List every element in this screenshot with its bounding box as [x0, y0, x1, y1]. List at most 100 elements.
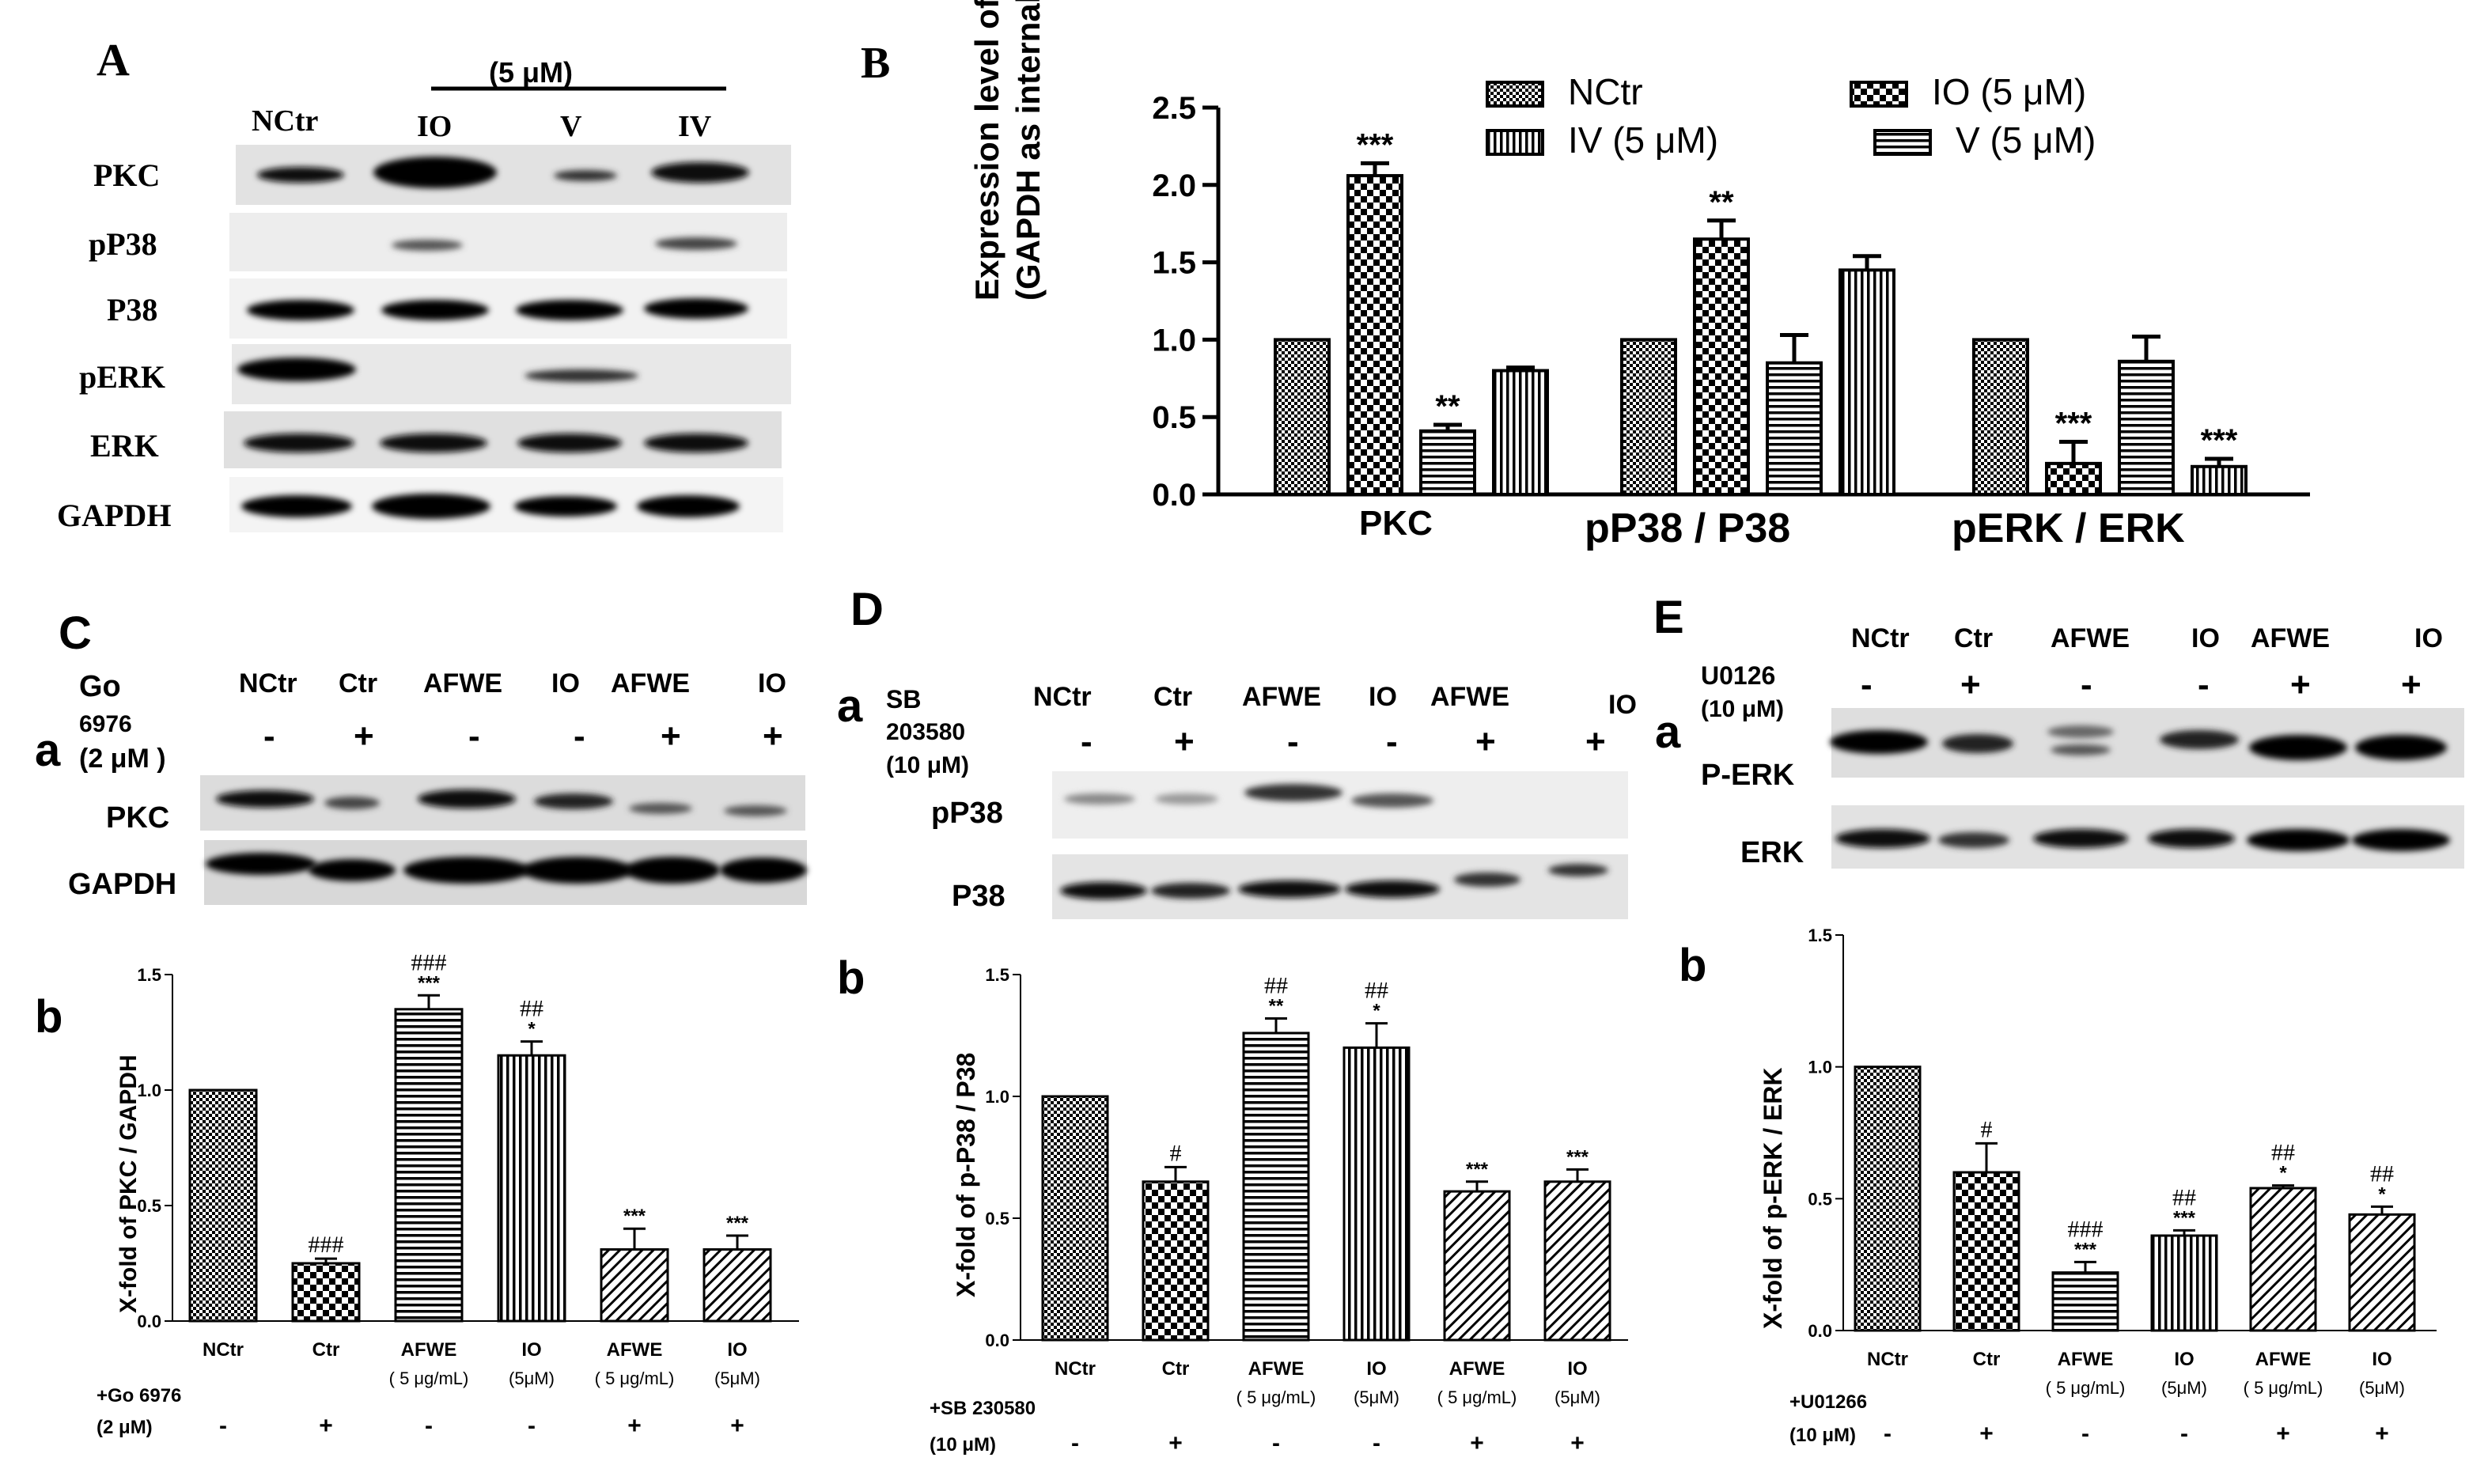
- star-mark: *: [2378, 1183, 2386, 1205]
- bar: [188, 1088, 258, 1323]
- treatment-sign: +: [2401, 665, 2422, 704]
- bar: [600, 1247, 669, 1323]
- blot-strip-erk: [1831, 805, 2464, 869]
- x-category-label: NCtr: [1055, 1358, 1096, 1380]
- bar: [1854, 1066, 1922, 1332]
- hash-mark: ###: [2068, 1216, 2104, 1242]
- blot-strip-pp38: [1052, 771, 1628, 839]
- panel-b-letter: B: [861, 39, 890, 88]
- treatment-sign: +: [763, 717, 783, 755]
- x-category-label: (5μM): [2161, 1378, 2207, 1398]
- blot-strip-pkc: [200, 775, 805, 831]
- row-label-p38: P38: [952, 880, 1005, 913]
- inhibitor-name-2: 203580: [886, 719, 965, 745]
- star-mark: ***: [1566, 1146, 1589, 1168]
- inhibitor-name: U0126: [1701, 661, 1775, 690]
- bar: [702, 1247, 772, 1323]
- panel-c-letter: C: [59, 608, 92, 659]
- bar-io: [2045, 461, 2102, 497]
- x-category-label: ( 5 μg/mL): [389, 1369, 469, 1388]
- inhibitor-name: SB: [886, 685, 921, 714]
- y-tick-label: 1.0: [1152, 323, 1196, 358]
- y-tick-label: 0.5: [1808, 1189, 1832, 1209]
- blot-strip-gapdh: [229, 477, 783, 532]
- panel-a-dose: (5 μM): [489, 56, 573, 89]
- x-category-label: AFWE: [607, 1339, 663, 1361]
- bar-v: [2118, 359, 2175, 496]
- treatment-sign: -: [263, 717, 275, 755]
- x-category-label: Ctr: [1162, 1358, 1190, 1380]
- panel-e-sub-b: b: [1679, 940, 1706, 991]
- x-category-label: ( 5 μg/mL): [2046, 1378, 2126, 1398]
- lane-label: IO: [1369, 682, 1397, 712]
- bar: [2348, 1213, 2416, 1332]
- star-mark: ***: [1466, 1159, 1489, 1180]
- treatment-sign: +: [661, 717, 681, 755]
- star-mark: *: [528, 1019, 536, 1040]
- blot-strip-pkc: [236, 145, 791, 205]
- star-mark: ***: [623, 1206, 646, 1227]
- lane-label: Ctr: [339, 668, 377, 698]
- y-tick-label: 1.5: [1152, 246, 1196, 281]
- y-tick-label: 1.0: [985, 1087, 1009, 1107]
- star-mark: ***: [418, 972, 441, 994]
- bar: [1242, 1032, 1310, 1342]
- lane-label: IO: [1608, 690, 1637, 720]
- treatment-sign: +: [1585, 722, 1606, 761]
- bar: [291, 1262, 361, 1323]
- significance-mark: **: [1435, 389, 1460, 424]
- inhibitor-name-2: 6976: [79, 711, 132, 737]
- bar: [1041, 1095, 1109, 1342]
- legend-label: IO (5 μM): [1932, 71, 2086, 112]
- bottom-sign: -: [1272, 1430, 1280, 1456]
- panel-e: E a b U0126 (10 μM) NCtr Ctr AFWE IO AFW…: [1653, 592, 2464, 1447]
- row-label-gapdh: GAPDH: [57, 498, 171, 533]
- inhibitor-dose: (2 μM ): [79, 744, 166, 774]
- x-category-label: ( 5 μg/mL): [595, 1369, 675, 1388]
- lane-labels: NCtr Ctr AFWE IO AFWE IO: [1033, 682, 1637, 720]
- bar-iv: [1492, 369, 1549, 496]
- x-category-label: ( 5 μg/mL): [2244, 1378, 2323, 1398]
- bar: [497, 1054, 566, 1323]
- lane-labels: NCtr Ctr AFWE IO AFWE IO: [239, 668, 786, 698]
- lane-label: NCtr: [239, 668, 297, 698]
- y-tick-label: 0.5: [985, 1209, 1009, 1228]
- hash-mark: ##: [1365, 978, 1388, 1004]
- bar-io: [1693, 237, 1750, 496]
- lane-label: IO: [2191, 623, 2220, 653]
- lane-label: AFWE: [2051, 623, 2130, 653]
- bottom-treatment-label: +Go 6976: [97, 1385, 181, 1406]
- treatment-sign: +: [2290, 665, 2311, 704]
- legend-label: NCtr: [1568, 71, 1643, 112]
- bottom-treatment-dose: (10 μM): [1789, 1425, 1856, 1446]
- lane-label: Ctr: [1954, 623, 1993, 653]
- bar-v: [1419, 429, 1476, 497]
- bar: [1952, 1171, 2020, 1332]
- hash-mark: ##: [520, 996, 543, 1022]
- bottom-sign: -: [2180, 1421, 2188, 1447]
- inhibitor-name: Go: [79, 670, 121, 703]
- panel-c: C a b Go 6976 (2 μM ) NCtr Ctr AFWE IO A…: [35, 608, 807, 1439]
- bottom-sign: -: [219, 1413, 227, 1439]
- panel-c-sub-a: a: [35, 725, 61, 776]
- x-category-label: AFWE: [401, 1339, 457, 1361]
- bottom-sign: -: [2081, 1421, 2089, 1447]
- panel-e-ylabel: X-fold of p-ERK / ERK: [1759, 1067, 1787, 1329]
- treatment-signs: - + - - + +: [1861, 665, 2422, 704]
- star-mark: *: [2279, 1163, 2287, 1184]
- treatment-sign: -: [2198, 665, 2210, 704]
- lane-labels: NCtr Ctr AFWE IO AFWE IO: [1851, 623, 2443, 653]
- blot-strip-erk: [224, 411, 782, 468]
- legend-swatch: [1850, 81, 1908, 108]
- bottom-sign: +: [1168, 1430, 1183, 1456]
- bottom-treatment-label: +SB 230580: [930, 1398, 1036, 1419]
- bar-io: [1346, 174, 1403, 496]
- panel-d-ylabel: X-fold of p-P38 / P38: [952, 1053, 980, 1297]
- treatment-signs: - + - - + +: [1081, 722, 1606, 761]
- row-label-perk: pERK: [79, 359, 165, 395]
- treatment-sign: -: [1386, 722, 1398, 761]
- x-category-label: IO: [2372, 1349, 2391, 1370]
- lane-label: AFWE: [2251, 623, 2330, 653]
